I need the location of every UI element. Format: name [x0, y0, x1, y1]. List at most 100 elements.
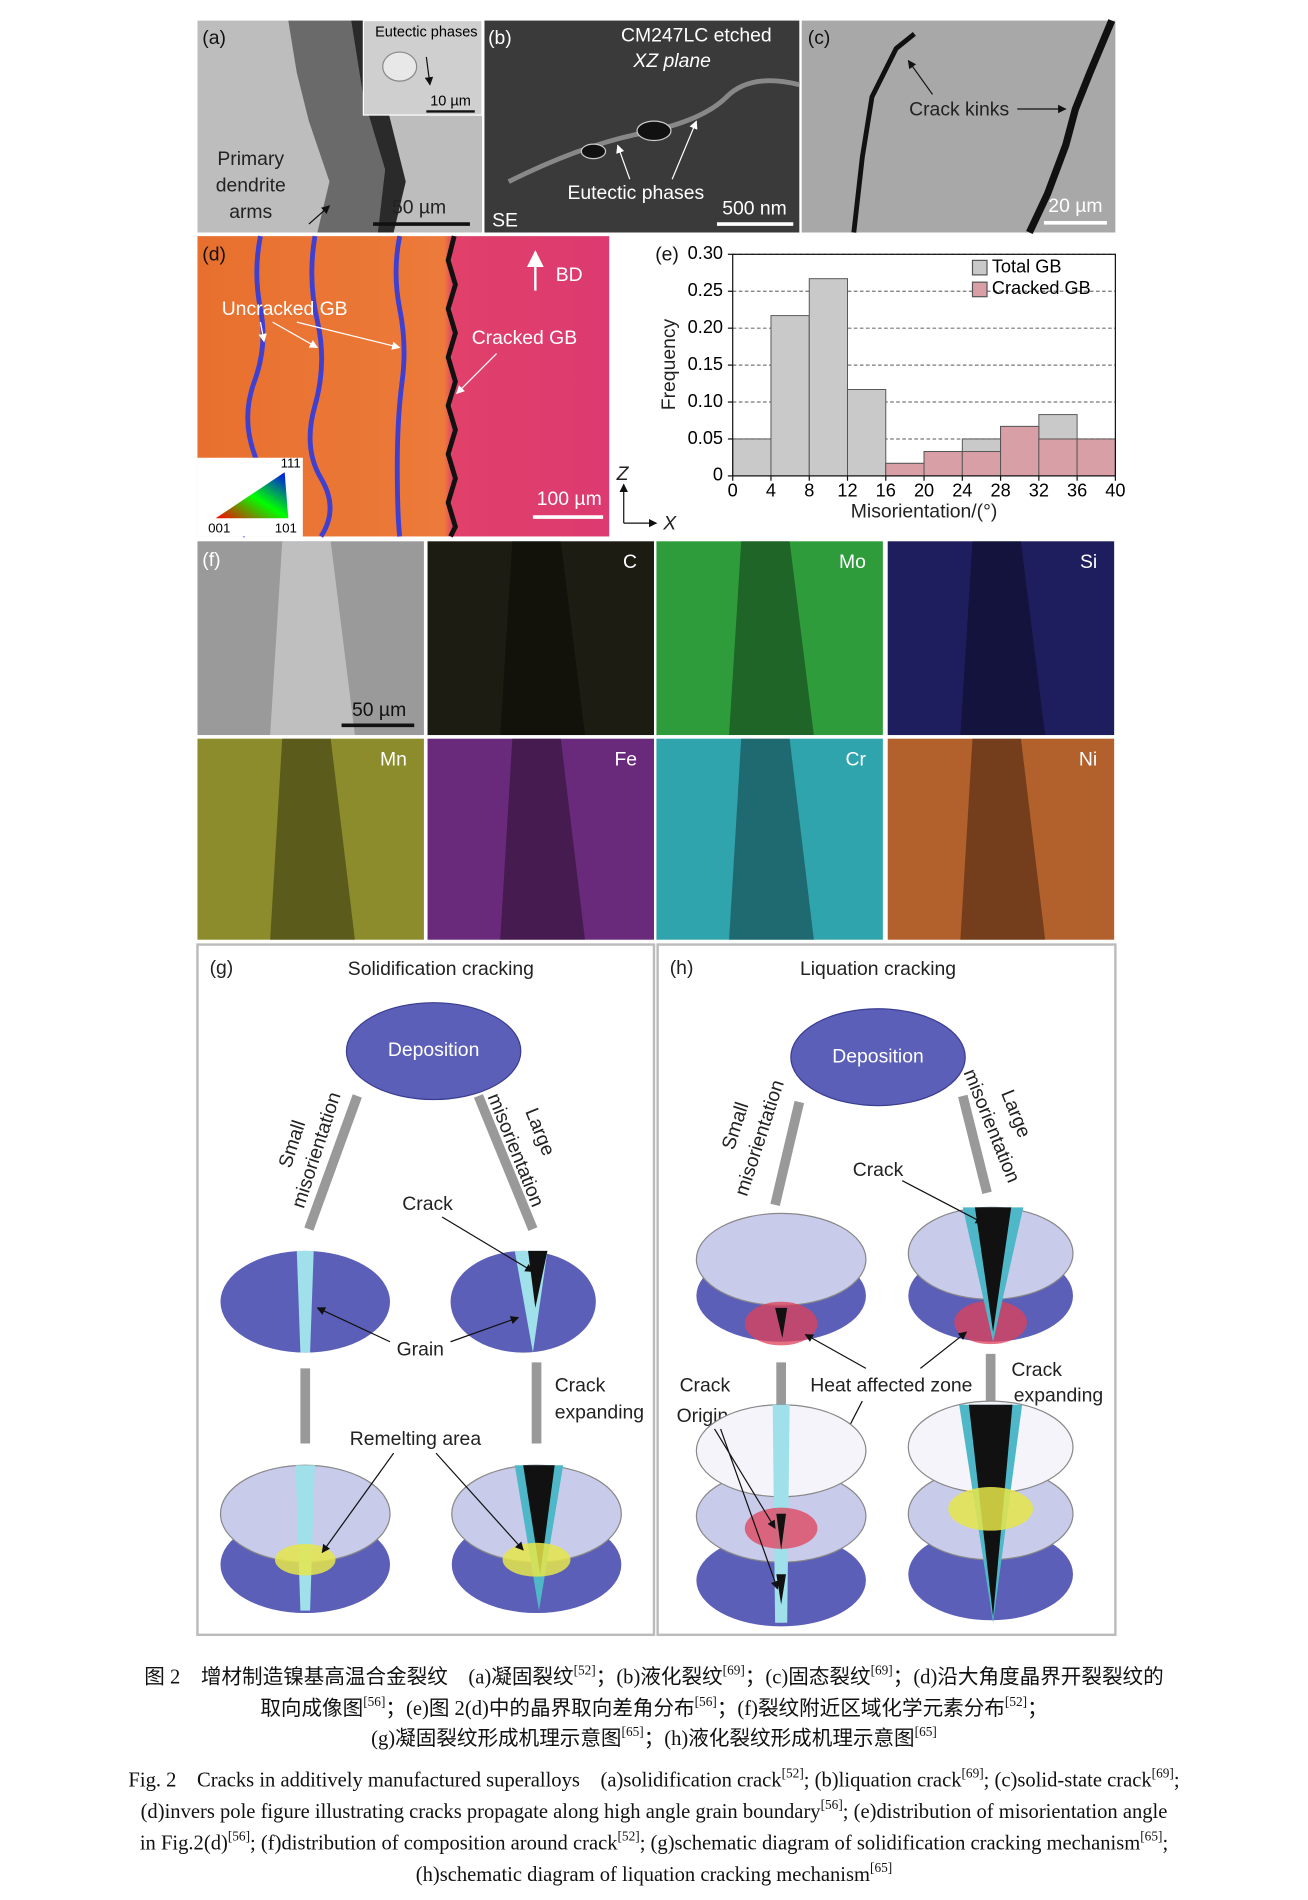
arrow: [920, 1331, 968, 1369]
x-tick-label: 4: [766, 480, 776, 500]
node-label: Deposition: [388, 1039, 479, 1061]
element-label: Mo: [839, 551, 866, 573]
reference: [69]: [871, 1662, 893, 1677]
arrow: [450, 1316, 520, 1343]
crack-shadow: [960, 541, 1046, 736]
crack: [523, 1465, 555, 1575]
panel-label: (b): [488, 27, 512, 49]
note: Heat affected zone: [810, 1375, 972, 1397]
element-label: Ni: [1079, 749, 1097, 771]
caption-text: ; (g)schematic diagram of solidification…: [640, 1832, 1141, 1854]
phase: [636, 120, 672, 142]
note: XZ plane: [632, 50, 711, 72]
panel-label: (d): [202, 244, 226, 266]
mode: SE: [492, 210, 518, 232]
arrow: [720, 1428, 779, 1590]
panel-a: (a) Eutectic phases 10 µm Primary dendri…: [197, 19, 483, 233]
element-map: [656, 541, 883, 736]
arrow: [901, 1180, 985, 1224]
y-axis-label: Frequency: [658, 318, 680, 410]
arrow: [308, 205, 331, 225]
bar: [808, 278, 848, 477]
panel-label: (h): [670, 957, 694, 979]
y-tick-label: 0.30: [688, 243, 723, 263]
ipf-triangle: [215, 472, 289, 519]
reference: [65]: [1140, 1828, 1162, 1843]
panel-label: (e): [655, 244, 679, 266]
arrow: [296, 321, 401, 350]
x-tick-label: 24: [952, 480, 972, 500]
note: Crack: [555, 1375, 606, 1397]
element-map: [887, 541, 1115, 736]
scale-label: 50 µm: [352, 699, 406, 721]
arrow: [435, 1452, 524, 1551]
y-tick-label: 0.25: [688, 280, 723, 300]
ipf-label: 001: [208, 521, 230, 536]
flow-arrow: [304, 1094, 362, 1231]
note: dendrite: [216, 175, 286, 197]
panel-label: (a): [202, 27, 226, 49]
micrograph: [801, 20, 1116, 233]
ipf-label: 111: [281, 455, 301, 470]
caption-text: ；(d)沿大角度晶界开裂裂纹的: [893, 1665, 1164, 1688]
reference: [56]: [363, 1693, 385, 1708]
caption-text: (d)invers pole figure illustrating crack…: [141, 1801, 822, 1823]
element-map: [427, 738, 654, 940]
crack-shadow: [270, 541, 355, 736]
arrow: [804, 1333, 867, 1369]
element-map: [656, 738, 883, 940]
legend-swatch: [971, 259, 988, 276]
cracked-boundary: [445, 235, 458, 538]
x-tick-label: 20: [914, 480, 934, 500]
caption-text: ;: [1162, 1832, 1168, 1854]
crack-shadow: [500, 541, 585, 736]
caption-text: ; (f)distribution of composition around …: [250, 1832, 618, 1854]
arrow: [907, 59, 934, 95]
axis-name: X: [662, 512, 677, 534]
scale-label: 10 µm: [430, 94, 471, 110]
reference: [52]: [618, 1828, 640, 1843]
caption-line: Fig. 2 Cracks in additively manufactured…: [128, 1765, 1179, 1791]
caption-text: ；(e)图 2(d)中的晶界取向差角分布: [385, 1697, 694, 1720]
panel-label: (f): [202, 549, 220, 571]
remelt-zone: [948, 1487, 1034, 1531]
panel-label: (g): [210, 957, 234, 979]
x-tick-label: 12: [837, 480, 857, 500]
element-map: [427, 541, 654, 736]
crack: [1026, 19, 1116, 235]
deposition: [790, 1008, 966, 1107]
reference: [56]: [695, 1693, 717, 1708]
note: expanding: [555, 1401, 644, 1423]
x-axis-label: Misorientation/(°): [851, 500, 998, 522]
caption-text: in Fig.2(d): [140, 1832, 228, 1854]
element-label: Mn: [380, 749, 407, 771]
panel-h: (h) Liquation cracking Deposition Small …: [656, 943, 1117, 1637]
note: Crack: [1011, 1359, 1062, 1381]
panel-b: (b) CM247LC etched XZ plane Eutectic pha…: [484, 20, 800, 233]
note: Remelting area: [350, 1428, 482, 1450]
phase: [580, 143, 607, 160]
ipf-label: 101: [275, 521, 297, 536]
reference: [52]: [574, 1662, 596, 1677]
inset-label: Eutectic phases: [375, 25, 477, 41]
plot-frame: [732, 253, 1116, 477]
y-tick-label: 0.20: [688, 317, 723, 337]
grain-boundary: [307, 235, 333, 538]
note: Primary: [217, 148, 284, 170]
bar: [1000, 425, 1040, 477]
x-tick-label: 8: [804, 480, 814, 500]
legend-swatch: [971, 281, 988, 298]
arrow: [321, 1452, 395, 1554]
caption-text: ; (c)solid-state crack: [984, 1769, 1153, 1791]
caption-text: ;: [1174, 1769, 1180, 1791]
bar: [732, 438, 772, 477]
reference: [52]: [1005, 1693, 1027, 1708]
y-tick-label: 0.05: [688, 428, 723, 448]
element-label: Si: [1080, 551, 1097, 573]
caption-line: (h)schematic diagram of liquation cracki…: [416, 1859, 892, 1885]
note: Crack: [853, 1159, 904, 1181]
grain: [296, 1250, 314, 1353]
y-tick-label: 0: [713, 465, 723, 485]
bar: [847, 388, 887, 477]
